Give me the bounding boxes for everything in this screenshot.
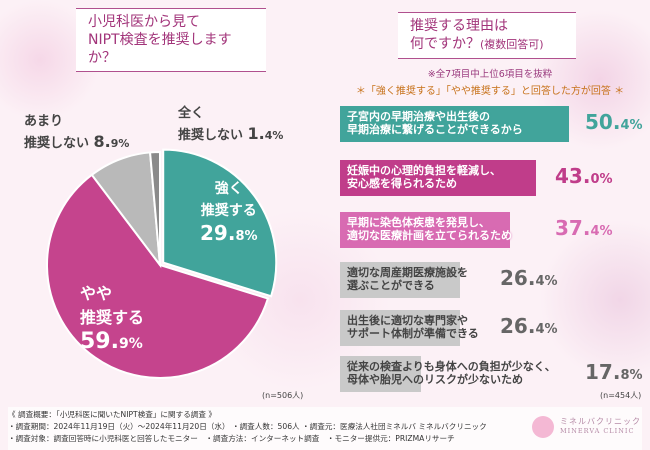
bar-value: 43.0% bbox=[555, 164, 613, 188]
bar-label: 子宮内の早期治療や出生後の 早期治療に繋げることができるから bbox=[347, 110, 523, 136]
bar-value-dec: 8% bbox=[620, 368, 643, 383]
bar-value-int: 17. bbox=[585, 360, 621, 384]
bar-value-dec: 4% bbox=[535, 274, 558, 289]
pie-slice bbox=[162, 148, 278, 298]
footer-line-2: ・調査期間：2024年11月19日（火）～2024年11月20日（水） ・調査人… bbox=[8, 422, 487, 431]
bar bbox=[340, 356, 421, 392]
survey-footer: 《 調査概要：「小児科医に聞いたNIPT検査」に関する調査 》 ・調査期間：20… bbox=[8, 407, 642, 450]
pie-chart bbox=[46, 148, 278, 379]
bar-label: 早期に染色体疾患を発見し、 適切な医療計画を立てられるため bbox=[347, 216, 512, 242]
clinic-logo-text: ミネルバクリニック MINERVA CLINIC bbox=[560, 417, 641, 435]
bar-value-dec: 4% bbox=[535, 322, 558, 337]
bar-label-line: 適切な周産期医療施設を bbox=[347, 266, 468, 279]
bar-label-line: 従来の検査よりも身体への負担が少なく、 bbox=[347, 360, 556, 373]
bar-label-line: 選ぶことができる bbox=[347, 279, 435, 292]
bar-label-line: 子宮内の早期治療や出生後の bbox=[347, 110, 490, 123]
bar-value: 50.4% bbox=[585, 110, 643, 134]
bar-value-int: 43. bbox=[555, 164, 591, 188]
bar-label: 出生後に適切な専門家や サポート体制が準備できる bbox=[347, 314, 479, 340]
bar-value-int: 26. bbox=[500, 266, 536, 290]
bar bbox=[340, 262, 461, 298]
left-title: 小児科医から見て NIPT検査を推奨しますか？ bbox=[76, 8, 266, 72]
bar-value: 26.4% bbox=[500, 266, 558, 290]
bar-label: 従来の検査よりも身体への負担が少なく、 母体や胎児へのリスクが少ないため bbox=[347, 360, 556, 386]
bar-label-line: 母体や胎児へのリスクが少ないため bbox=[347, 373, 523, 386]
bar-label-line: サポート体制が準備できる bbox=[347, 327, 479, 340]
bar bbox=[340, 160, 536, 196]
bar-value-dec: 4% bbox=[590, 224, 613, 239]
right-sample-size: (n=454人) bbox=[600, 391, 642, 400]
footer-line-3: ・調査対象：調査回答時に小児科医と回答したモニター ・調査方法：インターネット調… bbox=[8, 434, 455, 443]
bar-value-int: 37. bbox=[555, 216, 591, 240]
bar bbox=[340, 106, 570, 142]
footer-line-1: 《 調査概要：「小児科医に聞いたNIPT検査」に関する調査 》 bbox=[8, 410, 217, 419]
left-sample-size: (n=506人) bbox=[262, 391, 304, 400]
bar-label: 適切な周産期医療施設を 選ぶことができる bbox=[347, 266, 468, 292]
bar bbox=[340, 212, 511, 248]
pie-label-not-at-all: 全く 推奨しない 1.4% bbox=[178, 106, 284, 143]
pie-label-strongly: 強く 推奨する 29.8% bbox=[200, 181, 258, 245]
bar-value-int: 50. bbox=[585, 110, 621, 134]
bar-value: 17.8% bbox=[585, 360, 643, 384]
bar-value-dec: 0% bbox=[590, 172, 613, 187]
pie-label-somewhat-not: あまり 推奨しない 8.9% bbox=[24, 114, 130, 151]
bar-label-line: 出生後に適切な専門家や bbox=[347, 314, 468, 327]
bar-value: 37.4% bbox=[555, 216, 613, 240]
bar-label-line: 適切な医療計画を立てられるため bbox=[347, 229, 512, 242]
bar-value-dec: 4% bbox=[620, 118, 643, 133]
bar-label: 妊娠中の心理的負担を軽減し、 安心感を得られるため bbox=[347, 164, 501, 190]
bar-value: 26.4% bbox=[500, 314, 558, 338]
clinic-logo-icon bbox=[532, 416, 554, 438]
pie-label-somewhat: やや 推奨する 59.9% bbox=[80, 284, 145, 354]
note-top6: ※全7項目中上位6項目を抜粋 bbox=[427, 69, 553, 80]
bar bbox=[340, 310, 461, 346]
bar-value-int: 26. bbox=[500, 314, 536, 338]
right-title: 推奨する理由は 何ですか？(複数回答可) bbox=[398, 12, 576, 59]
bar-label-line: 早期に染色体疾患を発見し、 bbox=[347, 216, 490, 229]
bar-label-line: 安心感を得られるため bbox=[347, 177, 457, 190]
bar-label-line: 早期治療に繋げることができるから bbox=[347, 123, 523, 136]
note-respondents: ＊「強く推奨する」「やや推奨する」と回答した方が回答 ＊ bbox=[355, 86, 625, 97]
pie-slice bbox=[148, 150, 161, 266]
bar-label-line: 妊娠中の心理的負担を軽減し、 bbox=[347, 164, 501, 177]
pie-slice bbox=[46, 173, 270, 379]
